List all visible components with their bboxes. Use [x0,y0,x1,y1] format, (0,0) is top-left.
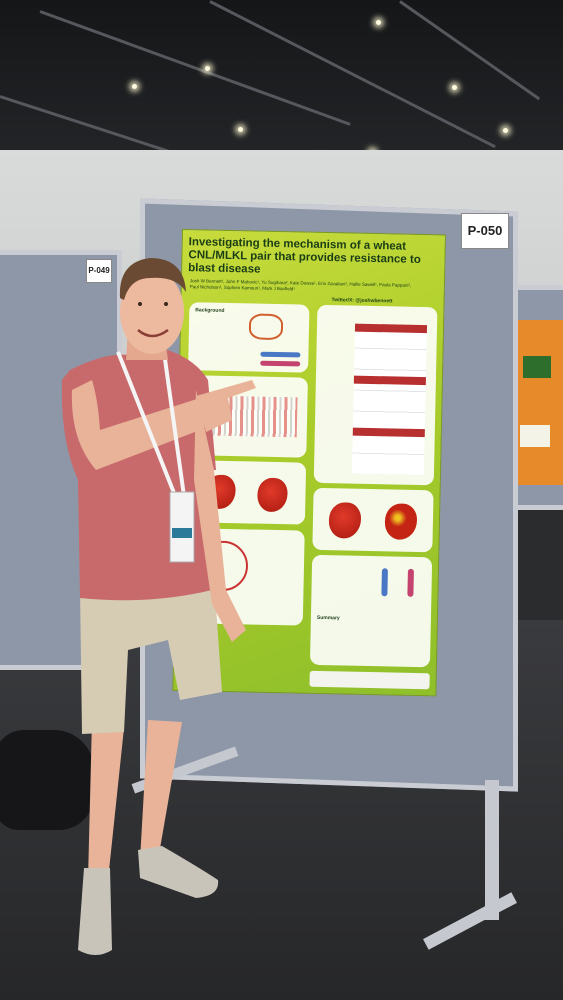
distant-poster-figure [523,356,551,378]
ceiling-light [205,66,210,71]
ceiling-light [238,127,243,132]
ceiling-light [376,20,381,25]
right-arm [194,390,246,642]
neighbor-board-label: P-049 [86,259,112,283]
ceiling-light [132,84,137,89]
pointing-hand [196,380,256,432]
left-shoe [78,868,112,955]
board-stand-leg [485,780,499,920]
board-label: P-050 [461,213,509,249]
ceiling-light [503,128,508,133]
distant-poster-figure [520,425,550,447]
name-badge [169,491,195,563]
right-shoe [138,846,219,898]
ceiling-light [452,85,457,90]
shorts [80,578,222,734]
hair [119,258,186,300]
backpack [0,730,94,830]
smile [137,328,169,338]
badge-stripe [172,528,192,538]
lanyard [116,351,186,499]
face [120,270,184,354]
pointing-arm [71,380,212,470]
